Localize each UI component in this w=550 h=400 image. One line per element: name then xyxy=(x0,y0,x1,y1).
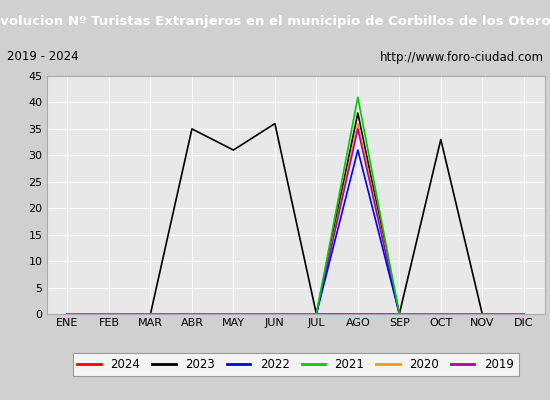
Text: 2019 - 2024: 2019 - 2024 xyxy=(7,50,78,64)
Text: Evolucion Nº Turistas Extranjeros en el municipio de Corbillos de los Oteros: Evolucion Nº Turistas Extranjeros en el … xyxy=(0,14,550,28)
Text: http://www.foro-ciudad.com: http://www.foro-ciudad.com xyxy=(379,50,543,64)
Legend: 2024, 2023, 2022, 2021, 2020, 2019: 2024, 2023, 2022, 2021, 2020, 2019 xyxy=(73,354,519,376)
